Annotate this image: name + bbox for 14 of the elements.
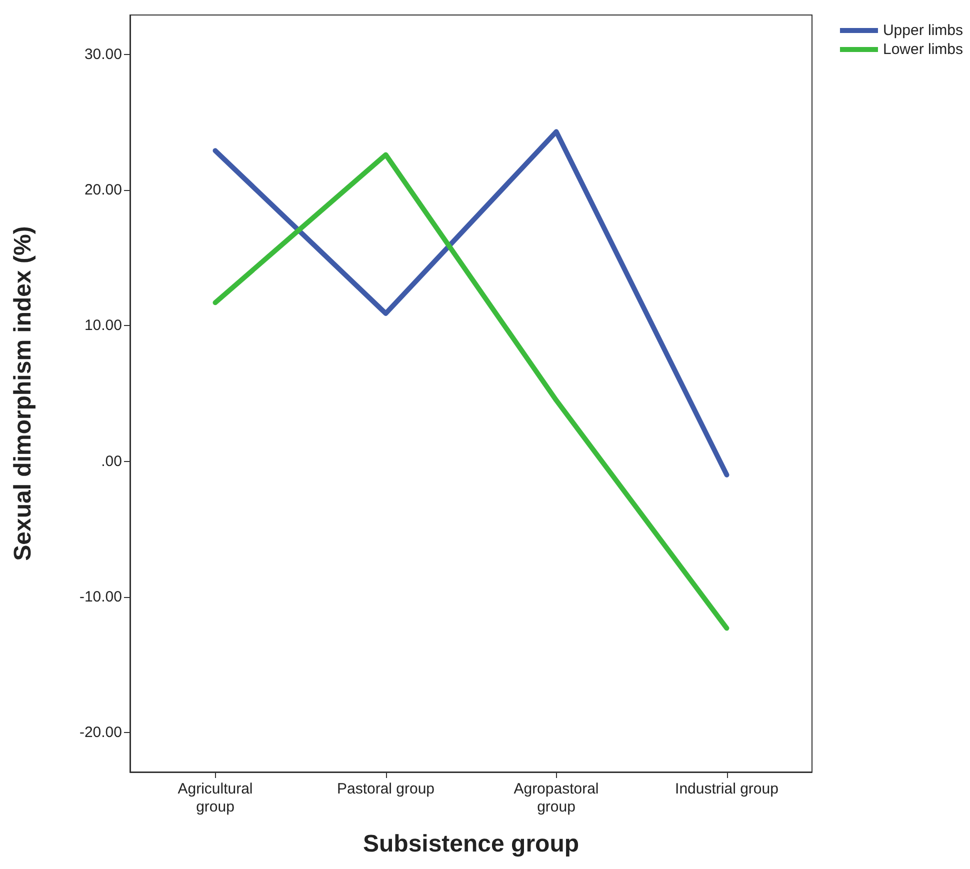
x-tick-label: Industrial group [675,780,778,798]
x-tick-label: Agropastoral group [514,780,599,816]
x-tick-label: Agricultural group [178,780,253,816]
x-tick-label: Pastoral group [336,780,435,798]
y-tick-label: 10.00 [84,317,122,334]
y-tick-label: 30.00 [84,46,122,63]
y-tick-label: 20.00 [84,182,122,199]
y-tick-label: .00 [101,452,122,470]
legend-label: Lower limbs [882,41,964,58]
legend-label: Upper limbs [882,22,964,39]
y-tick-label: -10.00 [79,588,122,606]
y-axis-title: Sexual dimorphism index (%) [10,226,36,561]
y-tick-label: -20.00 [79,724,122,742]
x-axis-title: Subsistence group [362,830,580,858]
